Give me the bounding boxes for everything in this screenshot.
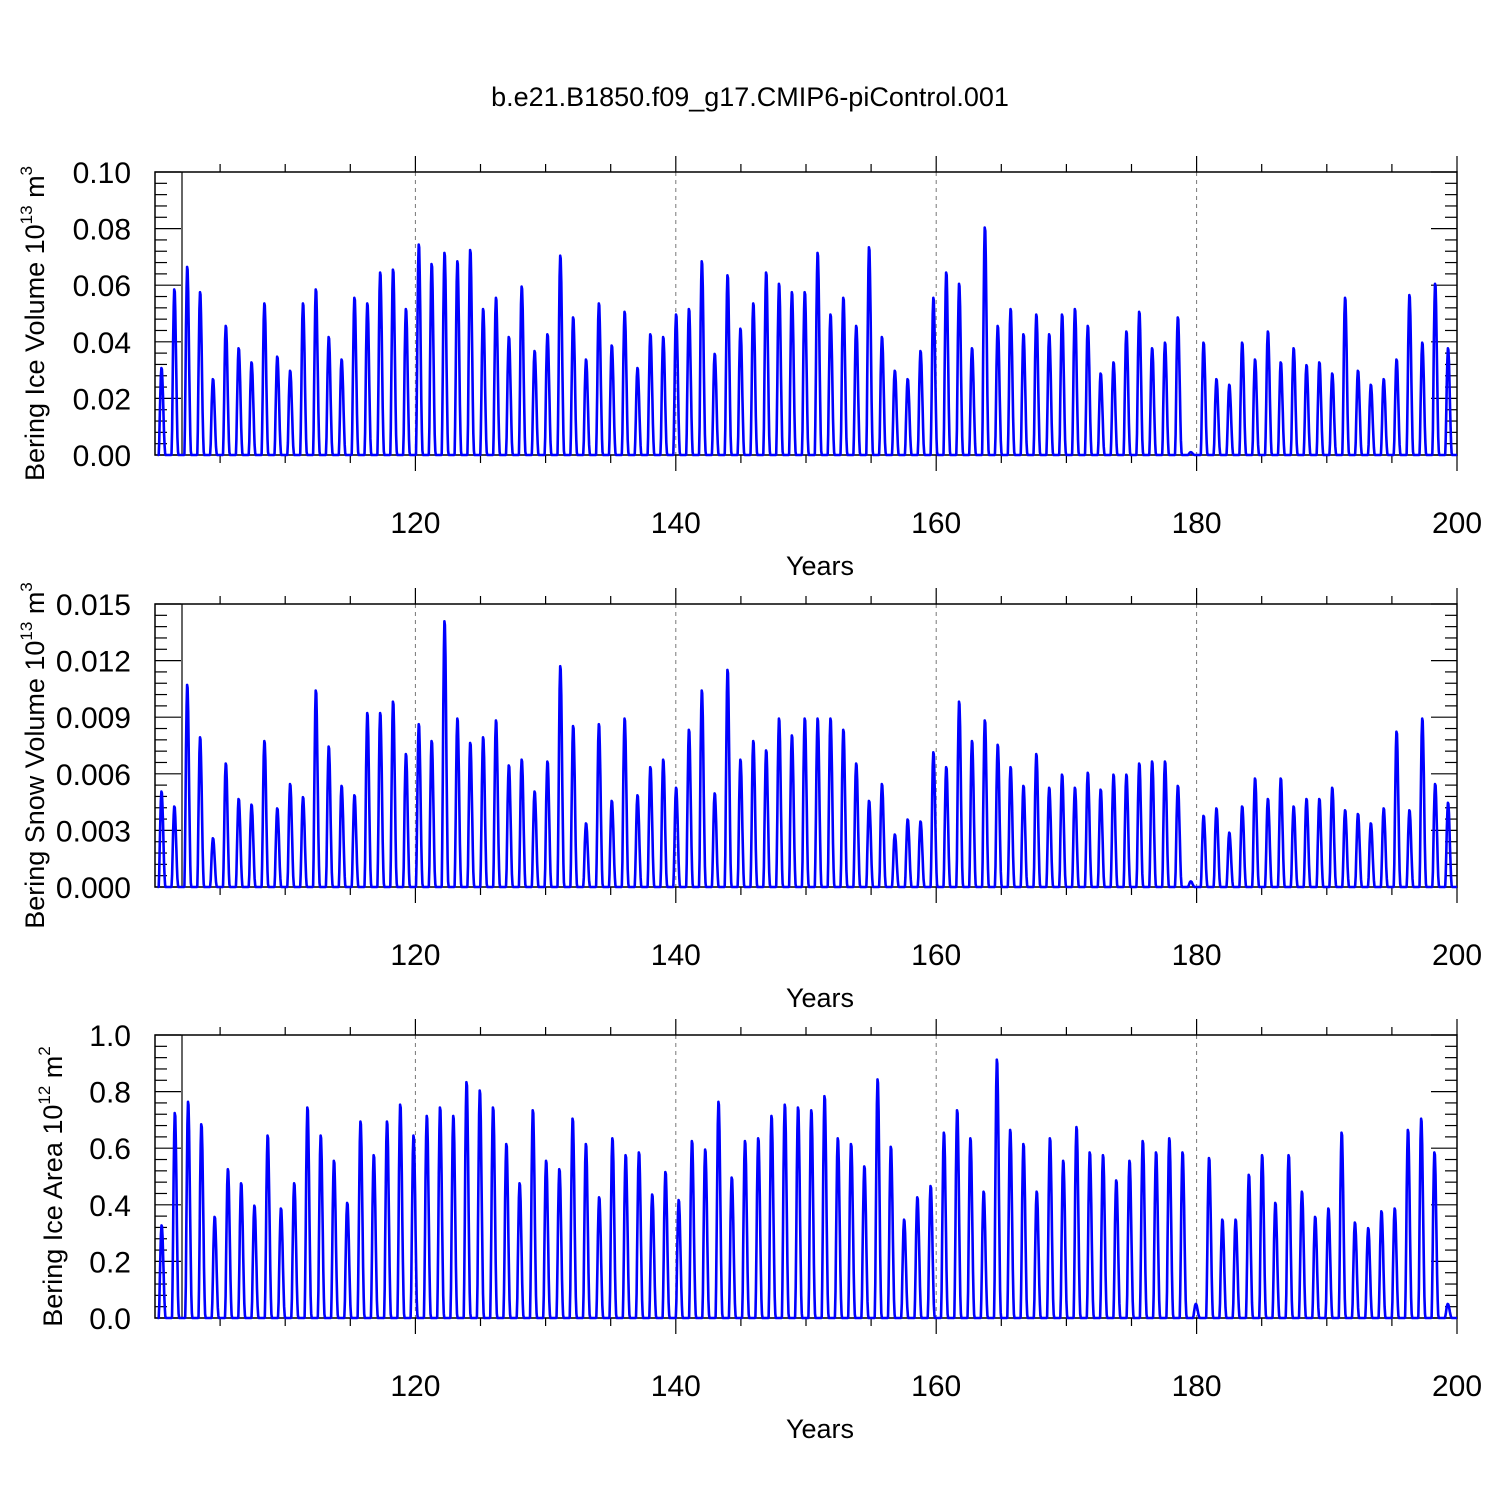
y-tick-label: 0.04 [73,327,131,360]
y-tick-label: 0.08 [73,214,131,247]
y-tick-label: 0.012 [56,646,131,679]
y-tick-label: 0.06 [73,270,131,303]
panel-ice-area: 0.0 0.2 0.4 0.6 0.8 1.0 120 140 160 180 200 Years Be… [35,1019,1482,1444]
x-axis-label: Years [786,551,854,581]
y-tick-label: 0.015 [56,589,131,622]
y-tick-label: 0.00 [73,440,131,473]
series-line [156,226,1458,457]
series-line [156,1058,1458,1320]
y-tick-label: 0.10 [73,157,131,190]
y-axis-label: Bering Snow Volume 1013 m3 [17,582,50,929]
x-tick-label: 120 [390,939,440,972]
x-tick-label: 140 [651,507,701,540]
y-tick-label: 0.0 [89,1303,131,1336]
x-tick-label: 200 [1432,939,1482,972]
y-tick-label: 0.000 [56,872,131,905]
y-tick-label: 0.006 [56,759,131,792]
y-axis-label: Bering Ice Volume 1013 m3 [17,166,50,481]
x-tick-label: 160 [911,939,961,972]
y-axis-label: Bering Ice Area 1012 m2 [35,1046,68,1327]
panel-ice-volume: 0.00 0.02 0.04 0.06 0.08 0.10 120 140 160 180 200 Y… [17,156,1482,581]
x-tick-label: 120 [390,1370,440,1403]
x-tick-label: 160 [911,507,961,540]
x-tick-label: 180 [1172,939,1222,972]
y-tick-label: 0.4 [89,1190,131,1223]
figure-title: b.e21.B1850.f09_g17.CMIP6-piControl.001 [491,82,1009,112]
x-tick-label: 140 [651,939,701,972]
x-tick-label: 200 [1432,1370,1482,1403]
x-tick-label: 160 [911,1370,961,1403]
series-line [156,620,1458,889]
x-tick-label: 120 [390,507,440,540]
y-tick-label: 1.0 [89,1020,131,1053]
y-tick-label: 0.009 [56,702,131,735]
x-tick-label: 180 [1172,507,1222,540]
y-tick-label: 0.003 [56,815,131,848]
panel-snow-volume: 0.000 0.003 0.006 0.009 0.012 0.015 120 140 160 1… [17,582,1482,1013]
y-tick-label: 0.8 [89,1077,131,1110]
y-tick-label: 0.02 [73,383,131,416]
x-tick-label: 180 [1172,1370,1222,1403]
x-axis-label: Years [786,983,854,1013]
x-axis-label: Years [786,1414,854,1444]
x-tick-label: 200 [1432,507,1482,540]
y-tick-label: 0.2 [89,1246,131,1279]
x-tick-label: 140 [651,1370,701,1403]
y-tick-label: 0.6 [89,1133,131,1166]
